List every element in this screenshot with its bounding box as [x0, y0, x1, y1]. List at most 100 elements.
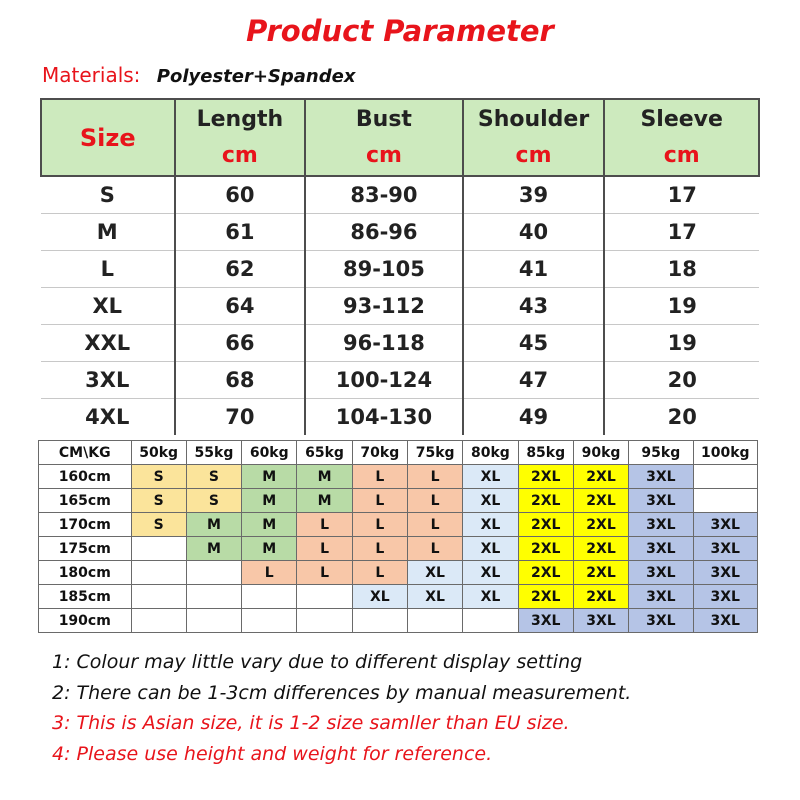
size-recommendation-cell: 2XL [572, 536, 630, 561]
size-recommendation-cell: XL [462, 536, 519, 561]
size-recommendation-cell: 3XL [517, 608, 574, 633]
measurement-cell: 100-124 [304, 361, 464, 399]
size-recommendation-cell: S [185, 488, 243, 513]
size-recommendation-cell: M [296, 464, 353, 489]
size-recommendation-cell: S [185, 464, 243, 489]
size-recommendation-cell: S [130, 512, 187, 537]
size-recommendation-cell: XL [462, 584, 519, 609]
weight-header: 100kg [692, 440, 759, 465]
measurement-cell: 40 [461, 213, 606, 251]
height-label-cell: 180cm [38, 560, 132, 585]
measurement-cell: 20 [603, 398, 759, 435]
size-recommendation-cell: 3XL [628, 584, 694, 609]
measurement-cell: 19 [603, 287, 759, 325]
measurement-cell: 83-90 [304, 176, 464, 214]
size-label-cell: L [41, 250, 176, 288]
size-recommendation-cell: 2XL [517, 584, 574, 609]
size-row: XXL 66 96-118 45 19 [41, 324, 759, 362]
measurement-cell: 89-105 [304, 250, 464, 288]
measurement-cell: 41 [461, 250, 606, 288]
size-recommendation-cell: XL [462, 488, 519, 513]
note-item: 4: Please use height and weight for refe… [52, 742, 493, 765]
size-recommendation-cell: 3XL [628, 512, 694, 537]
height-weight-chart: CM\KG 50kg 55kg 60kg 65kg 70kg 75kg 80kg 85kg 90k… [38, 440, 759, 633]
weight-header: 70kg [351, 440, 408, 465]
materials-label: Materials: [42, 63, 141, 87]
column-name: Sleeve [640, 106, 723, 132]
measurement-cell: 43 [461, 287, 606, 325]
size-recommendation-cell: 3XL [628, 608, 694, 633]
weight-header: 50kg [130, 440, 187, 465]
size-row: S 60 83-90 39 17 [41, 176, 759, 214]
size-label-cell: XL [41, 287, 176, 325]
height-label-cell: 190cm [38, 608, 132, 633]
length-header: Length cm [173, 98, 307, 177]
size-recommendation-cell: 2XL [572, 584, 630, 609]
column-unit: cm [663, 142, 700, 168]
measurement-cell: 93-112 [304, 287, 464, 325]
materials-line: Materials: Polyester+Spandex [42, 63, 355, 87]
size-row: 4XL 70 104-130 49 20 [41, 398, 759, 435]
notes-list: 1: Colour may little vary due to differe… [52, 647, 631, 769]
bust-header: Bust cm [304, 98, 464, 177]
size-recommendation-cell [692, 488, 759, 513]
size-recommendation-cell: 3XL [628, 560, 694, 585]
size-recommendation-cell [130, 536, 187, 561]
size-recommendation-cell: 2XL [517, 488, 574, 513]
column-unit: cm [515, 142, 552, 168]
chart-row: 190cm 3XL 3XL 3XL 3XL [38, 608, 759, 633]
height-label-cell: 175cm [38, 536, 132, 561]
size-recommendation-cell [406, 608, 464, 633]
size-recommendation-cell: M [241, 512, 298, 537]
size-recommendation-cell [296, 608, 353, 633]
size-table-header-row: Size Length cm Bust cm Shoulder cm Sleev… [40, 98, 760, 177]
materials-value: Polyester+Spandex [156, 66, 356, 87]
size-recommendation-cell: 2XL [517, 536, 574, 561]
size-recommendation-cell: 2XL [572, 512, 630, 537]
size-recommendation-cell: XL [406, 560, 464, 585]
size-row: XL 64 93-112 43 19 [41, 287, 759, 325]
note-item: 2: There can be 1-3cm differences by man… [52, 681, 632, 704]
size-recommendation-cell: 3XL [692, 584, 759, 609]
chart-row: 180cm L L L XL XL 2XL 2XL 3XL 3XL [38, 560, 759, 585]
size-recommendation-cell: L [406, 512, 464, 537]
size-recommendation-cell: 2XL [572, 560, 630, 585]
size-label-cell: 4XL [41, 398, 176, 435]
measurement-cell: 20 [603, 361, 759, 399]
measurement-cell: 96-118 [304, 324, 464, 362]
measurement-cell: 39 [461, 176, 606, 214]
size-recommendation-cell [241, 608, 298, 633]
height-label-cell: 165cm [38, 488, 132, 513]
weight-header: 90kg [572, 440, 630, 465]
measurement-cell: 19 [603, 324, 759, 362]
size-recommendation-cell: 2XL [517, 560, 574, 585]
size-recommendation-cell: XL [462, 560, 519, 585]
size-recommendation-cell: 2XL [572, 488, 630, 513]
size-recommendation-cell: XL [462, 464, 519, 489]
size-label-cell: M [41, 213, 176, 251]
weight-header: 95kg [628, 440, 694, 465]
size-recommendation-cell: S [130, 464, 187, 489]
size-recommendation-cell: 3XL [628, 488, 694, 513]
measurement-cell: 60 [173, 176, 307, 214]
size-recommendation-cell: L [406, 488, 464, 513]
size-recommendation-cell: L [406, 464, 464, 489]
size-recommendation-cell: L [351, 560, 408, 585]
size-recommendation-cell: L [296, 560, 353, 585]
size-recommendation-cell: M [241, 536, 298, 561]
note-item: 1: Colour may little vary due to differe… [52, 651, 583, 673]
size-recommendation-cell: 3XL [692, 560, 759, 585]
column-name: Length [196, 106, 284, 132]
size-recommendation-cell [296, 584, 353, 609]
size-recommendation-cell: L [351, 512, 408, 537]
measurement-cell: 18 [603, 250, 759, 288]
measurement-cell: 104-130 [304, 398, 464, 435]
size-recommendation-cell: L [406, 536, 464, 561]
size-recommendation-cell: L [241, 560, 298, 585]
measurement-cell: 47 [461, 361, 606, 399]
chart-row: 185cm XL XL XL 2XL 2XL 3XL 3XL [38, 584, 759, 609]
size-recommendation-cell [130, 584, 187, 609]
size-label-cell: 3XL [41, 361, 176, 399]
size-recommendation-cell: 3XL [692, 512, 759, 537]
size-label-cell: S [41, 176, 176, 214]
